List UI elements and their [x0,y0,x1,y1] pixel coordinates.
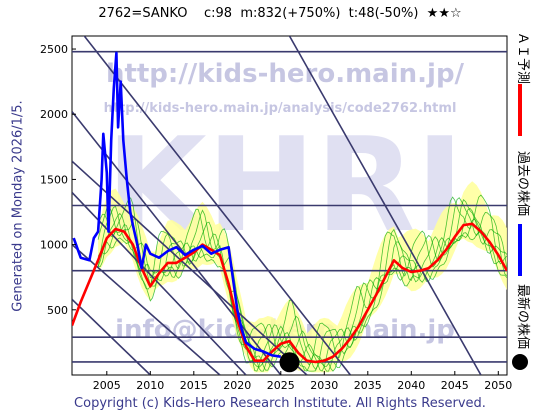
x-tick-label: 2035 [354,379,382,392]
horizontal-levels [72,50,507,363]
y-tick-label: 2500 [40,43,68,56]
chart-title: 2762=SANKO c:98 m:832(+750%) t:48(-50%) … [98,6,462,21]
trend-lines [72,36,482,375]
trend-line [72,160,308,375]
x-tick-label: 2030 [310,379,338,392]
legend-ai-forecast-label: ＡＩ予測 [515,32,530,85]
legend: ＡＩ予測 過去の株価 最新の株価 [512,16,552,376]
x-tick-label: 2040 [397,379,425,392]
trend-line [83,36,352,375]
x-tick-label: 2025 [267,379,295,392]
y-tick-label: 1000 [40,239,68,252]
x-tick-label: 2005 [93,379,121,392]
past-price-line [72,51,281,358]
trend-line [72,111,282,375]
legend-past-price-label: 過去の株価 [515,151,530,217]
trend-line [72,191,247,375]
legend-latest-price-label: 最新の株価 [515,284,530,350]
x-tick-label: 2015 [180,379,208,392]
trend-line [72,298,151,375]
x-tick-label: 2020 [223,379,251,392]
ai-forecast-line [72,222,507,364]
watermark-url-main: http://kids-hero.main.jp/ [106,59,465,89]
copyright-footer: Copyright (c) Kids-Hero Research Institu… [74,396,486,411]
trend-line [288,36,482,375]
x-tick-label: 2050 [484,379,512,392]
y-tick-label: 1500 [40,173,68,186]
forecast-band-line [97,197,507,371]
watermark-url-analysis: http://kids-hero.main.jp/analysis/code27… [104,101,457,116]
forecast-band-line [97,198,507,372]
latest-marker-group [279,352,300,373]
forecast-band-fill [98,181,507,373]
legend-past-price-swatch [518,224,522,276]
forecast-band-line [97,194,507,366]
latest-price-marker [279,352,300,373]
legend-ai-forecast-swatch [518,84,522,136]
x-tick-label: 2045 [441,379,469,392]
legend-latest-price-marker [512,354,528,370]
y-tick-label: 500 [47,304,68,317]
x-tick-label: 2010 [136,379,164,392]
y-tick-label: 2000 [40,108,68,121]
series-lines [72,51,507,364]
y-axis: 500 1000 1500 2000 2500 [40,43,76,317]
x-axis: 2005 2010 2015 2020 2025 2030 2035 2040 2045 2050 [93,371,512,392]
